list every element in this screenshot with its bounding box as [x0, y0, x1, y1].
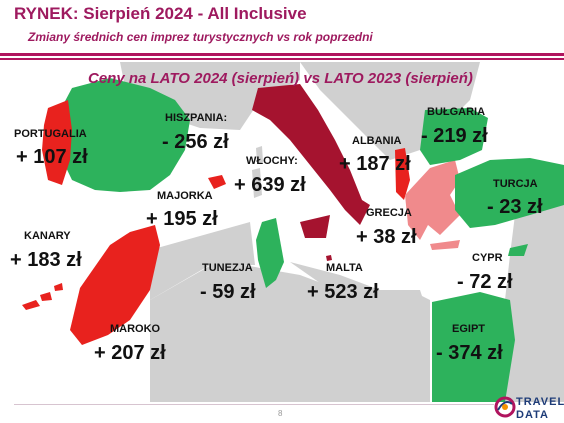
country-canary-2	[40, 292, 52, 301]
map-land-algeria	[150, 222, 255, 300]
map-land-north-africa	[150, 260, 430, 402]
country-egypt	[432, 292, 515, 402]
header-divider-bottom	[0, 58, 564, 60]
country-mallorca	[208, 175, 226, 189]
label-bulgaria: BUŁGARIA	[427, 106, 486, 118]
country-canary-1	[22, 300, 40, 310]
country-spain	[55, 78, 190, 192]
value-majorka: + 195 zł	[146, 208, 218, 230]
value-hiszpania: - 256 zł	[162, 131, 229, 153]
value-portugalia: + 107 zł	[16, 146, 88, 168]
label-tunezja: TUNEZJA	[202, 262, 253, 274]
label-cypr: CYPR	[472, 252, 503, 264]
page-number: 8	[278, 409, 283, 418]
label-malta: MALTA	[326, 262, 363, 274]
value-grecja: + 38 zł	[356, 226, 417, 248]
slide-title: RYNEK: Sierpień 2024 - All Inclusive	[14, 4, 307, 23]
value-wlochy: + 639 zł	[234, 174, 306, 196]
label-maroko: MAROKO	[110, 323, 161, 335]
travel-data-logo-icon	[494, 396, 516, 418]
map-land-sardinia	[252, 168, 262, 198]
country-greece-crete	[430, 240, 460, 250]
country-malta	[326, 255, 332, 261]
label-grecja: GRECJA	[366, 207, 412, 219]
header-divider-top	[0, 53, 564, 56]
country-portugal	[42, 100, 72, 185]
label-albania: ALBANIA	[352, 135, 402, 147]
value-cypr: - 72 zł	[457, 271, 513, 293]
label-kanary: KANARY	[24, 230, 71, 242]
country-turkey	[455, 158, 564, 228]
logo-text-data: DATA	[516, 409, 549, 421]
footer-divider	[14, 404, 494, 405]
map-land-balkans	[300, 62, 480, 160]
value-maroko: + 207 zł	[94, 342, 166, 364]
country-greece	[405, 160, 460, 240]
value-malta: + 523 zł	[307, 281, 379, 303]
value-tunezja: - 59 zł	[200, 281, 256, 303]
country-morocco	[70, 225, 160, 345]
value-bulgaria: - 219 zł	[421, 125, 488, 147]
logo-text-travel: TRAVEL	[516, 396, 564, 408]
country-italy	[252, 84, 370, 225]
mediterranean-map	[22, 62, 564, 402]
country-bulgaria	[420, 108, 488, 165]
value-turcja: - 23 zł	[487, 196, 543, 218]
country-canary-3	[54, 283, 63, 291]
country-tunisia	[256, 218, 284, 288]
map-land-libya	[290, 262, 425, 305]
label-turcja: TURCJA	[493, 178, 538, 190]
slide-subtitle: Zmiany średnich cen imprez turystycznych…	[28, 30, 373, 44]
label-portugalia: PORTUGALIA	[14, 128, 87, 140]
label-majorka: MAJORKA	[157, 190, 213, 202]
value-kanary: + 183 zł	[10, 249, 82, 271]
value-albania: + 187 zł	[339, 153, 411, 175]
value-egipt: - 374 zł	[436, 342, 503, 364]
country-sicily	[300, 215, 330, 238]
label-egipt: EGIPT	[452, 323, 486, 335]
map-land-corsica	[256, 146, 263, 163]
label-wlochy: WŁOCHY:	[246, 155, 298, 167]
label-hiszpania: HISZPANIA:	[165, 112, 228, 124]
country-cyprus	[508, 244, 528, 256]
country-albania	[395, 148, 410, 200]
map-heading: Ceny na LATO 2024 (sierpień) vs LATO 202…	[88, 70, 473, 87]
